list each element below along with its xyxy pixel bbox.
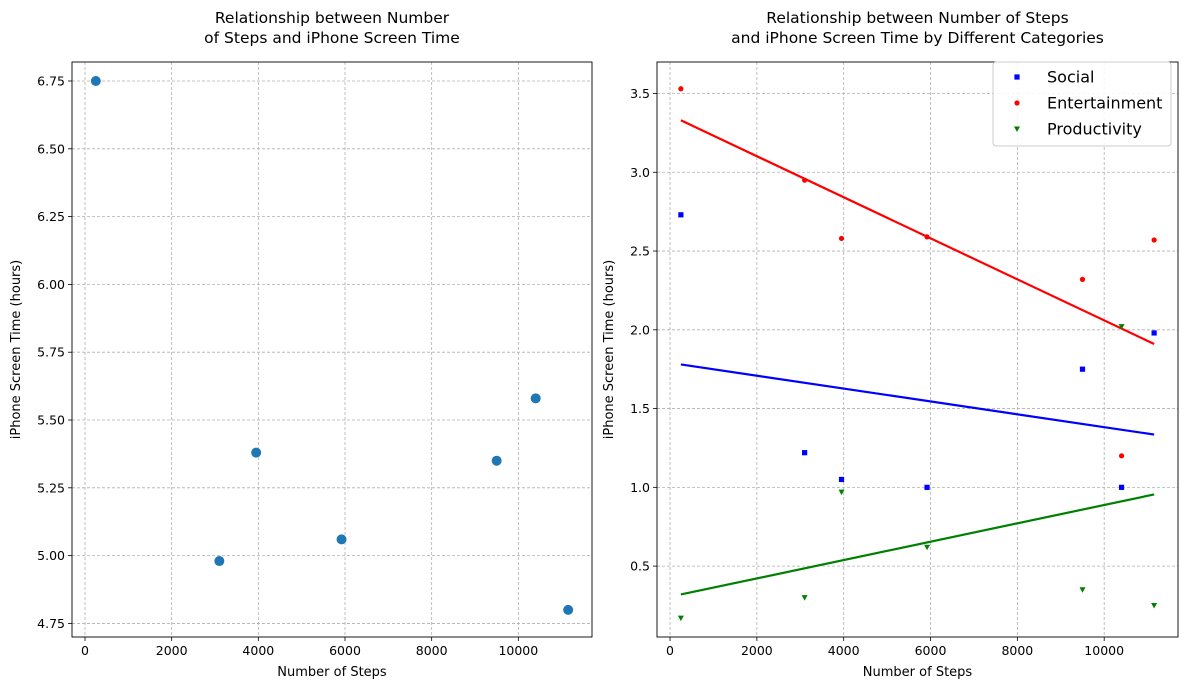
y-tick-label: 5.75 [37,345,65,360]
y-tick-label: 5.00 [37,548,65,563]
data-point [678,212,684,218]
y-axis-label: iPhone Screen Time (hours) [602,260,617,439]
legend: Social Entertainment Productivity [992,61,1172,147]
x-axis-ticks: 0 2000 4000 6000 8000 10000 [81,637,538,658]
x-tick-label: 4000 [828,643,860,658]
data-point [530,393,541,404]
data-point [1079,366,1086,372]
chart-title-line-2: of Steps and iPhone Screen Time [204,29,460,47]
y-tick-label: 0.5 [630,559,650,574]
data-point [802,450,808,456]
grid-lines [657,62,1178,637]
chart-title-line-1: Relationship between Number of Steps [766,9,1068,27]
plot-frame [656,61,1179,638]
x-tick-label: 6000 [915,643,947,658]
legend-label-social: Social [1047,68,1094,87]
x-tick-label: 10000 [1084,643,1124,658]
data-point [563,604,574,615]
x-tick-label: 10000 [498,643,538,658]
y-tick-label: 1.5 [630,401,650,416]
legend-marker-entertainment [1014,100,1020,106]
data-point [1151,237,1157,243]
data-point [924,544,931,551]
trend-line-social [680,363,1155,436]
y-tick-label: 3.5 [630,86,650,101]
legend-label-productivity: Productivity [1047,120,1142,139]
series-0 [90,75,574,615]
data-point [336,534,347,545]
right-chart-panel: 0 2000 4000 6000 8000 10000 0.5 1.0 1.5 2.0 2.5 3.0… [602,9,1179,680]
chart-title-line-1: Relationship between Number [215,9,450,27]
data-point [924,234,930,240]
y-tick-label: 2.0 [630,322,650,337]
y-axis-ticks: 4.75 5.00 5.25 5.50 5.75 6.00 6.25 6.50 6.75 [37,73,72,631]
y-tick-label: 6.50 [37,141,65,156]
data-point [90,75,101,86]
x-tick-label: 8000 [416,643,448,658]
y-tick-label: 3.0 [630,165,650,180]
series-entertainment [678,86,1157,459]
data-point [802,177,808,183]
left-chart-panel: 0 2000 4000 6000 8000 10000 4.75 5.00 5.25 5.50 5.… [9,9,593,680]
y-tick-label: 6.00 [37,277,65,292]
y-tick-label: 5.25 [37,480,65,495]
data-point [214,556,225,567]
data-point [491,455,502,466]
data-point [1118,484,1125,490]
data-point [251,447,262,458]
y-tick-label: 4.75 [37,616,65,631]
data-point [924,484,930,490]
x-tick-label: 0 [666,643,674,658]
data-point [677,615,684,622]
x-tick-label: 6000 [329,643,361,658]
data-point [838,235,845,242]
plot-frame [71,61,593,638]
data-point [1151,330,1157,336]
y-tick-label: 5.50 [37,413,65,428]
data-point [801,595,808,601]
legend-box [992,61,1172,147]
x-tick-label: 4000 [242,643,274,658]
chart-title-line-2: and iPhone Screen Time by Different Cate… [731,29,1104,47]
series-social [678,212,1157,490]
x-tick-label: 2000 [741,643,773,658]
data-point [1151,602,1158,609]
x-axis-ticks: 0 2000 4000 6000 8000 10000 [666,637,1124,658]
y-axis-label: iPhone Screen Time (hours) [9,260,24,439]
y-tick-label: 6.25 [37,209,65,224]
legend-marker-productivity [1014,126,1020,132]
x-tick-label: 8000 [1001,643,1033,658]
x-tick-label: 2000 [156,643,188,658]
legend-marker-social [1014,74,1020,80]
data-point [1079,276,1086,282]
data-point [1118,453,1125,459]
trend-line-productivity [680,493,1155,596]
legend-label-entertainment: Entertainment [1047,94,1162,113]
data-point [1079,587,1086,593]
x-axis-label: Number of Steps [277,665,387,680]
x-tick-label: 0 [81,643,89,658]
trend-line-entertainment [680,119,1155,345]
data-point [838,489,845,496]
x-axis-label: Number of Steps [863,665,973,680]
series-productivity [677,324,1158,622]
y-tick-label: 1.0 [630,480,650,495]
y-tick-label: 2.5 [630,244,650,259]
data-point [838,476,845,483]
grid-lines [72,62,592,637]
data-point [678,86,684,92]
data-point [1118,324,1125,330]
y-tick-label: 6.75 [37,73,65,88]
y-axis-ticks: 0.5 1.0 1.5 2.0 2.5 3.0 3.5 [630,86,657,574]
